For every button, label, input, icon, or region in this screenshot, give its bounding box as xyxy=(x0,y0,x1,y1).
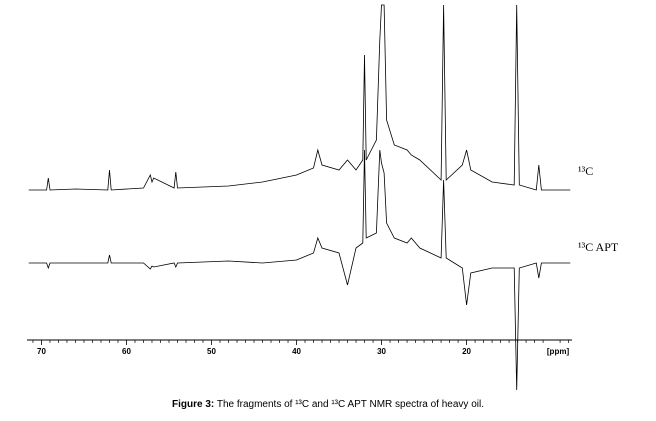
x-tick-label: 70 xyxy=(37,347,46,356)
spectrum-line xyxy=(28,149,571,391)
series-label: ¹³C xyxy=(578,164,593,178)
x-tick-label: 20 xyxy=(462,347,471,356)
caption-label: Figure 3: xyxy=(172,399,214,410)
caption-text: The fragments of ¹³C and ¹³C APT NMR spe… xyxy=(217,399,484,410)
caption: Figure 3: The fragments of ¹³C and ¹³C A… xyxy=(172,399,484,410)
x-axis-label: [ppm] xyxy=(547,347,570,356)
spectrum-line xyxy=(28,4,571,191)
series-label: ¹³C APT xyxy=(578,240,619,254)
x-tick-label: 50 xyxy=(207,347,216,356)
x-tick-label: 40 xyxy=(292,347,301,356)
x-tick-label: 60 xyxy=(122,347,131,356)
x-tick-label: 30 xyxy=(377,347,386,356)
